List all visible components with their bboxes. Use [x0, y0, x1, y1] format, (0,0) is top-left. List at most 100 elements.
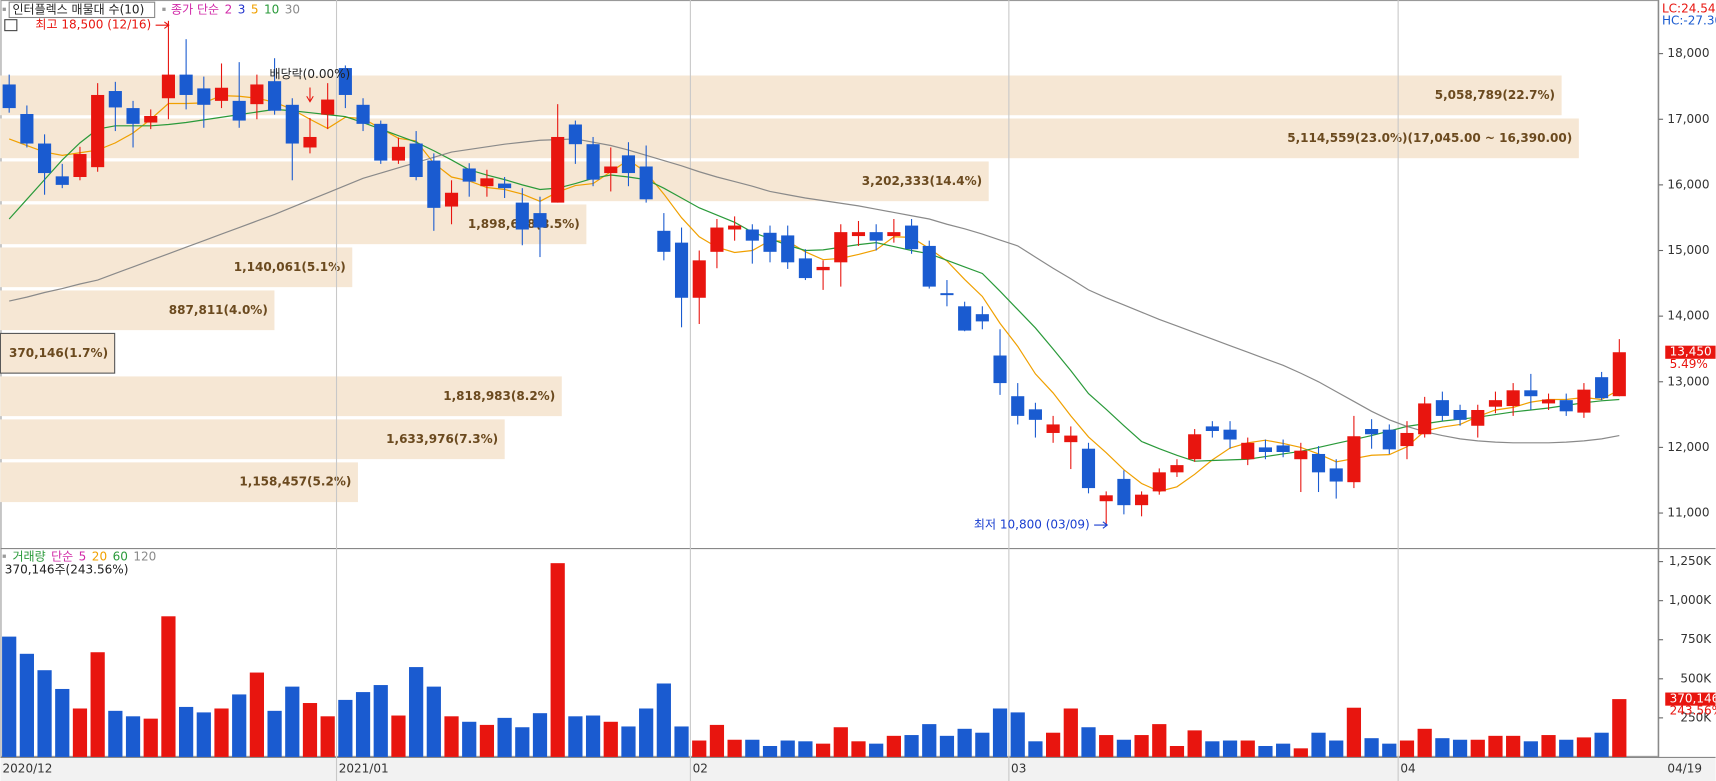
- volume-bar: [621, 726, 636, 757]
- candle-body: [1081, 448, 1096, 489]
- candle-body: [321, 99, 335, 115]
- candle-body: [869, 232, 883, 241]
- candle-body: [1453, 409, 1467, 420]
- volume-bar: [2, 636, 17, 757]
- volume-profile-label: 3,202,333(14.4%): [862, 174, 982, 188]
- candle-body: [38, 143, 52, 174]
- volume-bar: [1081, 727, 1096, 757]
- dividend-arrow: [306, 87, 314, 103]
- candle-body: [214, 87, 229, 101]
- candle-body: [427, 160, 441, 208]
- volume-profile-label: 1,140,061(5.1%): [234, 260, 346, 274]
- volume-profile-bar: [0, 247, 353, 288]
- last-date-label: 04/19: [1667, 761, 1702, 775]
- candle-body: [498, 183, 512, 189]
- volume-bar: [745, 739, 760, 757]
- volume-bar: [1346, 707, 1362, 757]
- volume-profile-bar: [0, 376, 562, 417]
- candle-body: [728, 225, 742, 230]
- change-label: 5.49%: [1670, 357, 1708, 371]
- x-tick-label: 2021/01: [339, 761, 389, 775]
- candle-body: [1329, 468, 1343, 482]
- legend-title: 인터플렉스 매물대 수(10): [12, 2, 144, 16]
- price-tag-box: [1665, 345, 1716, 359]
- candle-body: [745, 229, 759, 241]
- x-tick-label: 02: [693, 761, 708, 775]
- y2-tick-label: 250K: [1680, 710, 1712, 724]
- volume-bar: [55, 688, 70, 757]
- candle-body: [1595, 377, 1609, 399]
- volume-bar: [922, 724, 937, 757]
- volume-bar: [108, 710, 123, 757]
- volume-bar: [391, 715, 406, 757]
- candle-body: [303, 136, 317, 148]
- candle-body: [20, 113, 34, 144]
- volume-bar: [267, 710, 282, 757]
- candle-body: [958, 306, 972, 331]
- volume-bar: [1435, 738, 1450, 757]
- volume-bar: [1152, 724, 1167, 757]
- volume-legend-label: 거래량: [12, 549, 45, 563]
- volume-profile-bar: [0, 118, 1579, 159]
- volume-bar: [285, 686, 300, 757]
- volume-profile-label: 5,114,559(23.0%)(17,045.00 ~ 16,390.00): [1287, 131, 1572, 145]
- volume-bar: [833, 727, 848, 757]
- title-box: [8, 1, 156, 19]
- volume-bar: [851, 741, 866, 757]
- volume-bar: [355, 692, 371, 757]
- low-arrow: [1094, 521, 1109, 529]
- volume-bar: [568, 716, 583, 757]
- volume-bar: [709, 724, 725, 757]
- candle-body: [798, 258, 812, 279]
- volume-bar: [939, 735, 955, 757]
- candle-body: [1152, 472, 1166, 492]
- candle-body: [1117, 478, 1131, 506]
- volume-profile-bar: [0, 290, 275, 331]
- volume-profile-bar: [0, 419, 505, 460]
- volume-profile-label: 887,811(4.0%): [169, 303, 268, 317]
- candle-body: [409, 143, 423, 178]
- candle-body: [338, 68, 352, 95]
- ma-legend-item: 3: [238, 2, 246, 16]
- volume-bar: [1099, 735, 1114, 757]
- candle-body: [922, 245, 936, 287]
- volume-bar: [515, 727, 530, 757]
- volume-bar: [302, 703, 318, 757]
- high-arrow: [155, 21, 170, 29]
- price-tag-label: 13,450: [1670, 345, 1712, 359]
- y-tick-label: 18,000: [1667, 46, 1709, 60]
- candle-body: [250, 84, 264, 105]
- volume-bar: [1222, 740, 1238, 757]
- volume-bar: [1576, 737, 1592, 757]
- volume-bar: [532, 713, 548, 757]
- volume-profile: 5,058,789(22.7%) 5,114,559(23.0%)(17,045.…: [0, 75, 1579, 503]
- volume-bar: [798, 741, 813, 757]
- volume-profile-bar: [0, 204, 587, 245]
- candle-body: [1046, 424, 1060, 433]
- candle-body: [834, 232, 848, 263]
- volume-bar: [444, 716, 459, 757]
- volume-bar: [19, 653, 34, 757]
- candle-body: [161, 74, 175, 99]
- volume-bar: [1594, 732, 1609, 757]
- volume-bar: [196, 712, 211, 757]
- candle-body: [1188, 434, 1202, 460]
- volume-current-label: 370,146주(243.56%): [5, 562, 129, 576]
- ma-legend-item: 30: [285, 2, 300, 16]
- candle-body: [851, 232, 866, 237]
- volume-profile-label: 1,818,983(8.2%): [443, 389, 555, 403]
- candle-body: [1488, 400, 1503, 407]
- candle-body: [268, 81, 282, 111]
- candle-body: [480, 178, 494, 187]
- lc-label: LC:24.54: [1662, 1, 1716, 15]
- candle-body: [710, 227, 724, 252]
- candle-body: [1294, 450, 1308, 460]
- volume-bar: [1382, 743, 1397, 757]
- volume-ratio-label: 243.56%: [1670, 704, 1716, 718]
- candle-body: [1506, 390, 1520, 407]
- volume-profile-label: 1,633,976(7.3%): [386, 432, 498, 446]
- y-tick-label: 13,000: [1667, 374, 1709, 388]
- volume-bar: [1452, 739, 1468, 757]
- volume-tag-label: 370,146: [1670, 692, 1716, 706]
- volume-bar: [727, 739, 742, 757]
